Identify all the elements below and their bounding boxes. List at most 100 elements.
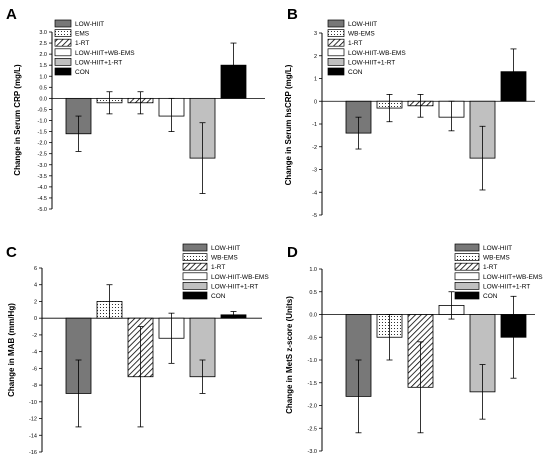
error-bar-con: [230, 311, 237, 319]
y-tick-label: -1.5: [308, 381, 317, 387]
legend-swatch: [454, 253, 480, 261]
y-tick-label: -1: [312, 122, 317, 128]
legend-swatch: [182, 272, 208, 281]
legend-swatch: [327, 19, 345, 28]
legend-swatch: [454, 291, 480, 300]
error-bar-low-hiit-1-rt: [479, 364, 486, 420]
legend-swatch: [182, 291, 208, 300]
y-tick-label: -14: [29, 433, 37, 439]
legend-label: 1-RT: [348, 40, 362, 47]
error-bar-low-hiit-wb-ems: [168, 97, 175, 132]
y-tick-label: 2.5: [39, 41, 47, 47]
y-tick-label: -10: [29, 400, 37, 406]
y-axis-label: Change in MAB (mm/Hg): [7, 303, 16, 397]
error-bar-low-hiit-1-rt: [479, 125, 486, 191]
y-tick-label: 0.0: [39, 96, 47, 102]
y-tick-label: 0.0: [309, 313, 317, 319]
panel-d: D Change in MetS z-score (Units) -3.0 -2.5 -…: [285, 243, 543, 455]
legend-label: LOW-HIIT+1-RT: [211, 283, 258, 290]
y-tick-label: -4.5: [38, 196, 47, 202]
error-bar-low-hiit: [355, 359, 362, 434]
error-bar-low-hiit-1-rt: [199, 122, 206, 194]
legend: LOW-HIIT EMS 1-RT LOW-HIIT+WB-EMS LOW-HIIT+1…: [54, 19, 135, 76]
y-tick-label: 4: [34, 283, 37, 289]
error-bar-1-rt: [137, 91, 144, 115]
panel-c: C Change in MAB (mm/Hg) -16 -14 -12 -10 -8 -6 -4…: [6, 243, 269, 456]
panel-letter: D: [287, 244, 298, 261]
legend-swatch: [54, 58, 72, 66]
error-bar-wb-ems: [386, 94, 393, 123]
y-tick-label: -2.5: [38, 152, 47, 158]
y-tick-label: 0.5: [309, 290, 317, 296]
error-bar-wb-ems: [106, 284, 113, 319]
y-tick-label: -4.0: [38, 185, 47, 191]
y-axis-label: Change in Serum CRP (mg/L): [13, 64, 22, 176]
y-tick-label: -4: [312, 190, 317, 196]
legend-label: 1-RT: [75, 40, 89, 47]
legend-swatch: [327, 38, 345, 47]
y-axis-label: Change in Serum hsCRP (mg/L): [284, 64, 293, 185]
y-tick-label: -1.0: [308, 358, 317, 364]
error-bar-ems: [106, 91, 113, 115]
y-tick-label: -2.0: [308, 404, 317, 410]
legend-label: CON: [75, 69, 90, 76]
legend-swatch: [54, 48, 72, 57]
y-tick-label: -1.5: [38, 130, 47, 136]
legend-label: LOW-HIIT+WB-EMS: [483, 274, 543, 281]
error-bar-con: [510, 48, 517, 95]
error-bar-con: [230, 42, 237, 86]
y-tick-label: 0.5: [39, 85, 47, 91]
error-bar-1-rt: [137, 326, 144, 428]
y-tick-label: -2.5: [308, 426, 317, 432]
legend-swatch: [327, 58, 345, 66]
panels-root: A Change in Serum CRP (mg/L) -5.0 -4.5 -4.0 -…: [6, 6, 543, 456]
y-tick-label: 3.0: [39, 30, 47, 36]
y-tick-label: -4: [32, 350, 37, 356]
y-axis-label: Change in MetS z-score (Units): [285, 296, 294, 414]
legend: LOW-HIIT WB-EMS 1-RT LOW-HIIT-WB-EMS LOW-HII…: [327, 19, 406, 76]
legend-swatch: [327, 67, 345, 76]
error-bar-wb-ems: [386, 314, 393, 361]
y-tick-label: 1.0: [309, 267, 317, 273]
legend-swatch: [182, 282, 208, 290]
legend-label: LOW-HIIT-WB-EMS: [348, 50, 406, 57]
legend-swatch: [54, 67, 72, 76]
legend-label: LOW-HIIT+WB-EMS: [75, 50, 135, 57]
y-tick-label: 2.0: [39, 52, 47, 58]
legend-swatch: [454, 272, 480, 281]
y-tick-label: -1.0: [38, 119, 47, 125]
legend-label: LOW-HIIT: [211, 245, 240, 252]
legend-label: EMS: [75, 31, 90, 38]
error-bar-con: [510, 295, 517, 379]
legend-swatch: [54, 38, 72, 47]
legend-label: LOW-HIIT-WB-EMS: [211, 274, 269, 281]
legend: LOW-HIIT WB-EMS 1-RT LOW-HIIT-WB-EMS LOW-HII…: [182, 243, 269, 300]
legend-label: LOW-HIIT+1-RT: [75, 59, 122, 66]
legend-label: LOW-HIIT+1-RT: [483, 283, 530, 290]
y-tick-label: 1.0: [39, 74, 47, 80]
legend-label: CON: [348, 69, 363, 76]
error-bar-low-hiit: [355, 116, 362, 150]
legend-swatch: [327, 48, 345, 57]
error-bar-low-hiit: [75, 115, 82, 152]
y-tick-label: -0.5: [308, 335, 317, 341]
legend-label: LOW-HIIT: [75, 21, 104, 28]
legend-label: 1-RT: [211, 264, 225, 271]
legend-swatch: [182, 243, 208, 252]
error-bar-low-hiit-wb-ems: [168, 312, 175, 364]
legend-swatch: [454, 243, 480, 252]
y-tick-label: -0.5: [38, 107, 47, 113]
panel-letter: C: [6, 244, 17, 261]
y-tick-label: 1.5: [39, 63, 47, 69]
y-tick-label: 2: [34, 299, 37, 305]
legend-swatch: [454, 282, 480, 290]
legend-label: CON: [483, 293, 498, 300]
legend-swatch: [182, 262, 208, 271]
error-bar-low-hiit-wb-ems: [448, 100, 455, 132]
legend-label: 1-RT: [483, 264, 497, 271]
error-bar-low-hiit-1-rt: [199, 359, 206, 394]
error-bar-1-rt: [417, 341, 424, 434]
y-tick-label: -2: [312, 145, 317, 151]
y-tick-label: -3.5: [38, 174, 47, 180]
error-bar-low-hiit-wb-ems: [448, 291, 455, 320]
